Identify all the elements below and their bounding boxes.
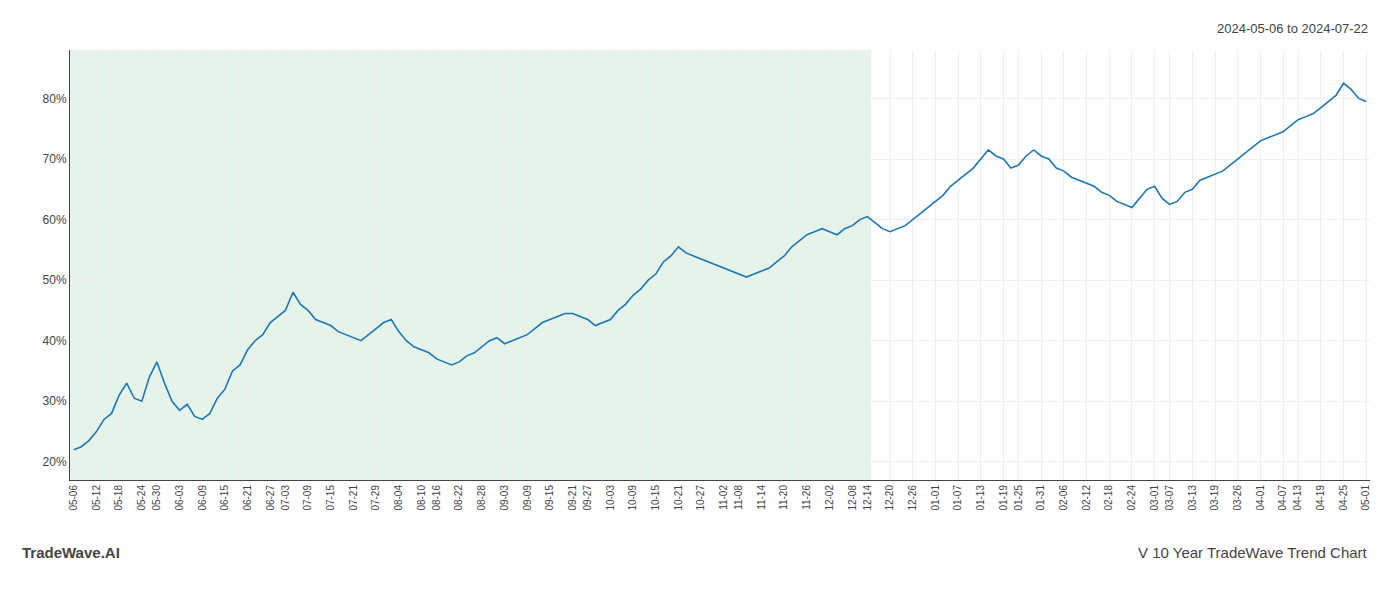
svg-text:04-19: 04-19 <box>1315 485 1326 511</box>
svg-text:60%: 60% <box>43 213 67 227</box>
svg-text:04-01: 04-01 <box>1255 485 1266 511</box>
svg-text:10-21: 10-21 <box>673 485 684 511</box>
svg-text:06-15: 06-15 <box>219 485 230 511</box>
svg-text:80%: 80% <box>43 92 67 106</box>
svg-text:09-21: 09-21 <box>567 485 578 511</box>
svg-text:10-15: 10-15 <box>650 485 661 511</box>
svg-text:01-01: 01-01 <box>930 485 941 511</box>
svg-text:03-01: 03-01 <box>1149 485 1160 511</box>
svg-text:01-07: 01-07 <box>952 485 963 511</box>
svg-text:05-06: 05-06 <box>68 485 79 511</box>
svg-text:06-03: 06-03 <box>174 485 185 511</box>
svg-text:08-22: 08-22 <box>453 485 464 511</box>
svg-text:11-02: 11-02 <box>718 485 729 510</box>
svg-text:V 10 Year TradeWave Trend Char: V 10 Year TradeWave Trend Chart <box>1138 544 1368 561</box>
svg-text:40%: 40% <box>43 334 67 348</box>
svg-text:01-31: 01-31 <box>1035 485 1046 511</box>
svg-text:11-26: 11-26 <box>801 485 812 510</box>
svg-text:09-09: 09-09 <box>522 485 533 511</box>
svg-text:02-06: 02-06 <box>1058 485 1069 511</box>
svg-text:06-21: 06-21 <box>242 485 253 511</box>
svg-text:04-25: 04-25 <box>1338 485 1349 511</box>
svg-text:02-12: 02-12 <box>1081 485 1092 511</box>
svg-text:09-15: 09-15 <box>544 485 555 511</box>
svg-text:05-30: 05-30 <box>151 485 162 511</box>
svg-text:10-09: 10-09 <box>627 485 638 511</box>
svg-text:09-27: 09-27 <box>582 485 593 511</box>
svg-text:03-07: 03-07 <box>1164 485 1175 511</box>
svg-text:50%: 50% <box>43 273 67 287</box>
svg-text:01-25: 01-25 <box>1013 485 1024 511</box>
svg-text:08-16: 08-16 <box>431 485 442 511</box>
svg-text:02-24: 02-24 <box>1126 485 1137 511</box>
svg-text:03-26: 03-26 <box>1232 485 1243 511</box>
svg-text:03-13: 03-13 <box>1187 485 1198 511</box>
svg-text:07-09: 07-09 <box>302 485 313 511</box>
svg-text:12-08: 12-08 <box>847 485 858 511</box>
svg-text:12-20: 12-20 <box>884 485 895 511</box>
svg-text:02-18: 02-18 <box>1103 485 1114 511</box>
svg-text:11-14: 11-14 <box>756 485 767 510</box>
svg-text:30%: 30% <box>43 394 67 408</box>
svg-text:03-19: 03-19 <box>1209 485 1220 511</box>
svg-text:07-29: 07-29 <box>370 485 381 511</box>
svg-text:07-15: 07-15 <box>325 485 336 511</box>
svg-text:2024-05-06 to 2024-07-22: 2024-05-06 to 2024-07-22 <box>1217 21 1368 36</box>
svg-text:TradeWave.AI: TradeWave.AI <box>22 544 120 561</box>
svg-text:05-24: 05-24 <box>136 485 147 511</box>
svg-text:09-03: 09-03 <box>499 485 510 511</box>
svg-text:08-10: 08-10 <box>416 485 427 511</box>
svg-text:01-19: 01-19 <box>998 485 1009 511</box>
svg-text:06-27: 06-27 <box>265 485 276 511</box>
svg-text:04-13: 04-13 <box>1292 485 1303 511</box>
svg-text:08-04: 08-04 <box>393 485 404 511</box>
svg-text:07-21: 07-21 <box>348 485 359 511</box>
svg-text:12-02: 12-02 <box>824 485 835 511</box>
svg-text:01-13: 01-13 <box>975 485 986 511</box>
svg-text:70%: 70% <box>43 152 67 166</box>
svg-text:08-28: 08-28 <box>476 485 487 511</box>
svg-text:05-18: 05-18 <box>113 485 124 511</box>
svg-text:10-03: 10-03 <box>605 485 616 511</box>
svg-text:20%: 20% <box>43 455 67 469</box>
svg-text:04-07: 04-07 <box>1277 485 1288 511</box>
svg-text:12-26: 12-26 <box>907 485 918 511</box>
svg-text:12-14: 12-14 <box>862 485 873 511</box>
svg-text:05-12: 05-12 <box>91 485 102 511</box>
svg-text:05-01: 05-01 <box>1360 485 1371 511</box>
svg-text:11-08: 11-08 <box>733 485 744 510</box>
svg-text:10-27: 10-27 <box>695 485 706 511</box>
svg-text:11-20: 11-20 <box>778 485 789 510</box>
svg-text:06-09: 06-09 <box>197 485 208 511</box>
svg-text:07-03: 07-03 <box>280 485 291 511</box>
